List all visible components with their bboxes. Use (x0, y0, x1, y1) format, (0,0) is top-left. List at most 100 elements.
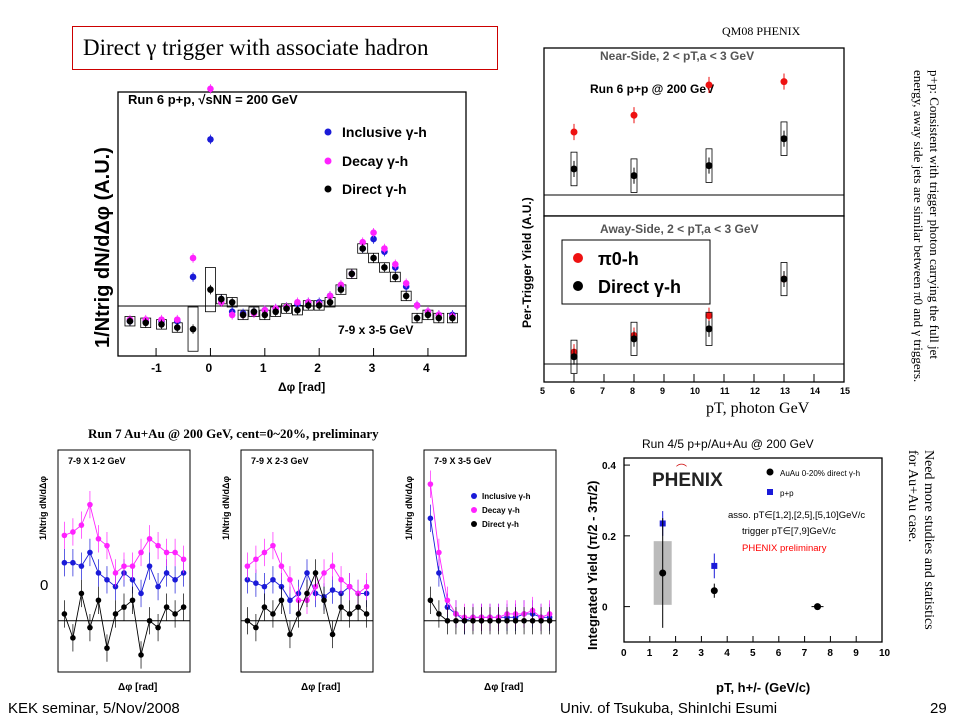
auau-point-0 (338, 590, 344, 597)
na-xtick-label: 9 (660, 386, 665, 396)
auau-point-0 (70, 559, 76, 566)
near-subtitle: Run 6 p+p @ 200 GeV (590, 82, 714, 96)
main-point-2 (189, 325, 197, 333)
legend-pi0-marker (573, 253, 583, 263)
yield-ytick-label: 0 (602, 603, 608, 614)
yield-ylabel: Integrated Yield (π/2 - 3π/2) (585, 480, 600, 650)
auau-legend-label: Inclusive γ-h (482, 492, 531, 501)
page-number: 29 (930, 700, 947, 717)
away-title: Away-Side, 2 < pT,a < 3 GeV (600, 222, 759, 236)
auau-point-2 (163, 604, 170, 610)
auau-point-0 (87, 549, 93, 556)
auau-point-2 (304, 590, 310, 597)
main-annotation: 7-9 x 3-5 GeV (338, 323, 413, 337)
main-point-2 (449, 314, 456, 322)
main-xlabel: Δφ [rad] (278, 380, 325, 394)
yield-ylabel-box: Integrated Yield (π/2 - 3π/2) (585, 470, 605, 650)
auau-point-1 (180, 556, 187, 563)
auau-point-1 (346, 583, 353, 590)
auau-legend-marker (471, 521, 477, 527)
auau-point-2 (538, 617, 544, 624)
na-ylabel-box: Per-Trigger Yield (A.U.) (518, 120, 538, 340)
auau-point-2 (287, 631, 293, 638)
main-point-2 (370, 254, 377, 262)
main-point-2 (173, 324, 181, 331)
main-point-2 (337, 286, 345, 293)
na-xtick-label: 12 (750, 386, 760, 396)
main-point-2 (424, 311, 432, 319)
auau-point-1 (146, 536, 153, 542)
na-point-0-1 (705, 162, 713, 170)
auau-point-2 (495, 617, 502, 624)
main-legend: Inclusive γ-h Decay γ-h Direct γ-h (324, 124, 427, 197)
auau-point-0 (138, 590, 144, 597)
auau-point-0 (180, 570, 187, 576)
na-xtick-label: 8 (630, 386, 635, 396)
auau-point-2 (487, 617, 493, 624)
auau-point-2 (512, 617, 519, 624)
conference-label: QM08 PHENIX (722, 24, 801, 38)
auau-point-2 (355, 604, 361, 610)
main-point-2 (315, 302, 323, 309)
na-xtick-label: 11 (720, 386, 730, 396)
auau-point-2 (329, 631, 336, 638)
main-point-2 (381, 264, 388, 271)
auau-point-1 (163, 549, 170, 556)
main-xtick-label: 4 (423, 361, 430, 375)
auau-point-0 (78, 563, 85, 569)
main-point-1 (402, 279, 410, 287)
na-xtick-label: 7 (600, 386, 605, 396)
auau-point-2 (453, 617, 459, 624)
main-point-1 (326, 292, 334, 300)
na-xtick-label: 10 (690, 386, 700, 396)
main-xtick-label: -1 (151, 361, 162, 375)
auau-point-0 (329, 587, 336, 593)
auau-ylabel: 1/Ntrig dN/dΔφ (38, 476, 48, 540)
na-point-1-0 (705, 312, 713, 320)
auau-point-0 (261, 583, 268, 590)
footer-left: KEK seminar, 5/Nov/2008 (8, 700, 180, 717)
yield-au-point (659, 569, 667, 577)
auau-point-0 (104, 576, 110, 583)
na-xtick-label: 5 (540, 386, 545, 396)
yield-xtick-label: 10 (879, 648, 890, 659)
main-point-0 (207, 136, 214, 143)
na-point-0-1 (780, 135, 788, 143)
na-point-0-0 (780, 78, 788, 86)
main-point-2 (158, 321, 165, 328)
auau-point-2 (78, 590, 85, 597)
auau-xlabel: Δφ [rad] (301, 682, 340, 693)
main-point-2 (272, 308, 279, 316)
auau-point-1 (338, 576, 344, 583)
main-point-2 (294, 306, 301, 314)
zero-label: 0 (40, 577, 49, 594)
auau-annotation: 7-9 X 1-2 GeV (68, 456, 126, 466)
legend-direct-gamma-label: Direct γ-h (598, 277, 681, 297)
main-xtick-label: 0 (205, 361, 212, 375)
auau-point-1 (444, 597, 451, 604)
auau-point-1 (253, 556, 259, 563)
na-point-0-1 (630, 172, 638, 180)
main-point-1 (413, 302, 421, 309)
main-point-2 (207, 286, 214, 293)
auau-point-1 (363, 583, 370, 590)
auau-legend-label: Decay γ-h (482, 506, 520, 515)
auau-point-0 (95, 570, 102, 576)
phenix-arc: ⌒ (676, 463, 687, 476)
auau-point-0 (146, 563, 153, 569)
yield-chart: 0 1 2 3 4 5 6 7 8 9 10 0 0.2 0.4 ⌒ PHENIX AuAu 0-20% … (602, 457, 890, 695)
near-away-chart: Near-Side, 2 < pT,a < 3 GeV Run 6 p+p @ … (540, 47, 850, 396)
legend-inclusive-marker (324, 128, 332, 136)
near-frame (543, 47, 845, 217)
main-point-1 (207, 85, 214, 93)
main-point-2 (228, 298, 236, 306)
auau-point-2 (295, 611, 302, 617)
main-point-2 (413, 314, 421, 322)
main-point-2 (305, 302, 312, 309)
yield-xtick-label: 0 (621, 648, 627, 659)
auau-point-0 (61, 559, 68, 566)
main-point-2 (250, 308, 258, 316)
main-title: Run 6 p+p, √sNN = 200 GeV (128, 92, 298, 107)
yield-ytick-label: 0.4 (602, 461, 616, 472)
yield-xtick-label: 4 (724, 648, 730, 659)
